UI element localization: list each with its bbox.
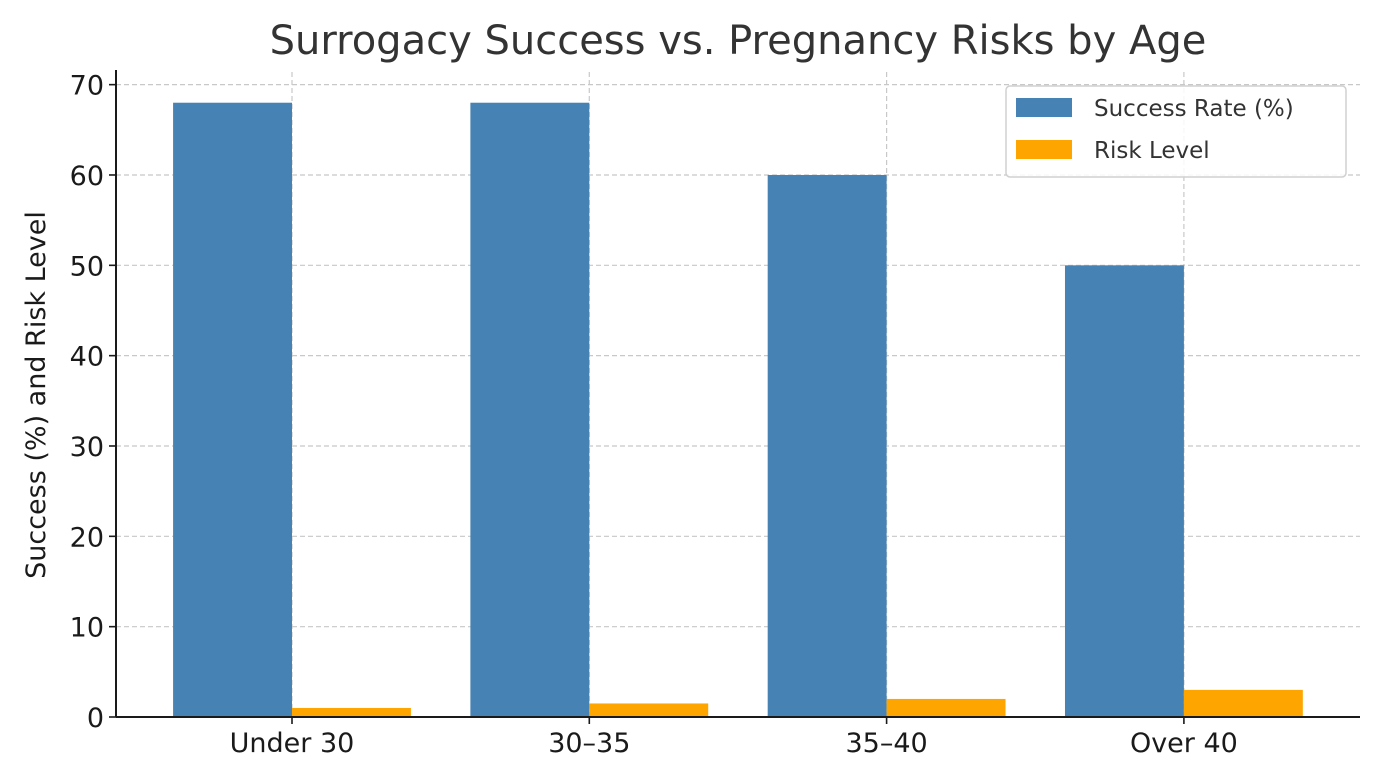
- y-tick-label: 50: [70, 251, 104, 282]
- y-tick-label: 0: [87, 703, 104, 734]
- legend-swatch: [1016, 140, 1072, 159]
- axes-layer: [115, 70, 1360, 718]
- bars-layer: [173, 102, 1303, 717]
- legend-label: Success Rate (%): [1094, 96, 1294, 122]
- bar-success-rate: [470, 102, 590, 717]
- legend: Success Rate (%) Risk Level: [1005, 85, 1347, 178]
- bar-risk-level: [886, 698, 1006, 717]
- chart-title: Surrogacy Success vs. Pregnancy Risks by…: [270, 18, 1207, 64]
- y-tick-label: 30: [70, 432, 104, 463]
- x-tick-label: 35–40: [845, 728, 927, 759]
- bar-success-rate: [1064, 265, 1184, 717]
- ticks-layer: 0 10 20 30 40 50 60 70 Under 30 30–35 35–40 Over 40: [70, 71, 1238, 759]
- bar-risk-level: [1183, 689, 1303, 717]
- legend-label: Risk Level: [1094, 138, 1210, 164]
- legend-swatch: [1016, 98, 1072, 117]
- bar-risk-level: [292, 707, 411, 717]
- x-tick-label: Over 40: [1130, 728, 1238, 759]
- y-axis-label: Success (%) and Risk Level: [21, 211, 52, 579]
- y-tick-label: 70: [70, 71, 104, 102]
- bar-success-rate: [173, 102, 292, 717]
- bar-risk-level: [589, 703, 709, 717]
- legend-box: [1005, 85, 1347, 178]
- y-tick-label: 20: [70, 522, 104, 553]
- bar-success-rate: [767, 174, 887, 717]
- y-tick-label: 40: [70, 342, 104, 373]
- y-tick-label: 10: [70, 613, 104, 644]
- x-tick-label: Under 30: [230, 728, 355, 759]
- x-tick-label: 30–35: [548, 728, 630, 759]
- y-tick-label: 60: [70, 161, 104, 192]
